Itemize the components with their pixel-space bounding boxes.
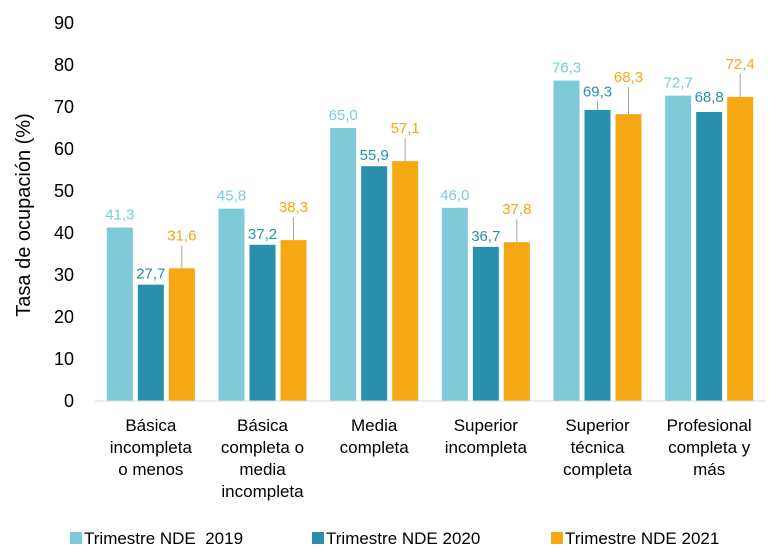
x-tick-label: Profesional (667, 416, 752, 435)
y-tick-label: 10 (54, 349, 74, 369)
y-axis-ticks: 0 10 20 30 40 50 60 70 80 90 (54, 13, 74, 411)
bar (584, 109, 611, 401)
y-tick-label: 20 (54, 307, 74, 327)
data-label: 38,3 (279, 199, 308, 216)
y-tick-label: 70 (54, 97, 74, 117)
data-label: 68,3 (614, 69, 643, 86)
y-tick-label: 50 (54, 181, 74, 201)
y-tick-label: 80 (54, 55, 74, 75)
bar (249, 244, 276, 401)
x-tick-label: Básica (125, 416, 177, 435)
data-label: 45,8 (217, 188, 246, 205)
x-tick-label: media (239, 460, 286, 479)
category-labels: Básica incompleta o menos Básica completa o m… (110, 416, 752, 501)
bar (503, 242, 530, 401)
data-label: 72,7 (664, 75, 693, 92)
y-tick-label: 40 (54, 223, 74, 243)
y-tick-label: 30 (54, 265, 74, 285)
x-tick-label: incompleta (445, 438, 528, 457)
bar (361, 166, 388, 401)
x-tick-label: completa (340, 438, 410, 457)
data-label: 72,4 (726, 56, 755, 73)
x-tick-label: incompleta (110, 438, 193, 457)
data-label: 36,7 (471, 228, 500, 245)
bar (615, 114, 642, 401)
y-tick-label: 0 (64, 391, 74, 411)
x-tick-label: completa o (221, 438, 304, 457)
x-tick-label: completa (563, 460, 633, 479)
bar (330, 128, 357, 401)
x-tick-label: Media (351, 416, 398, 435)
bar (137, 284, 164, 401)
data-label: 41,3 (105, 207, 134, 224)
data-label: 27,7 (136, 266, 165, 283)
bars: 41,3 45,8 65,0 46,0 76,3 72,7 27,7 37,2 55,9 36,7… (105, 56, 755, 402)
bar (280, 240, 307, 401)
bar (727, 96, 754, 402)
bar (168, 268, 195, 401)
data-label: 37,8 (502, 201, 531, 218)
bar (696, 112, 723, 401)
bar (553, 80, 580, 401)
legend-swatch (70, 532, 82, 544)
x-tick-label: Superior (454, 416, 519, 435)
y-axis-label: Tasa de ocupación (%) (13, 113, 35, 316)
legend: Trimestre NDE 2019 Trimestre NDE 2020 Trim… (70, 529, 719, 548)
legend-label: Trimestre NDE 2021 (565, 529, 719, 548)
data-label: 57,1 (391, 120, 420, 137)
data-label: 65,0 (329, 107, 358, 124)
data-label: 69,3 (583, 84, 612, 101)
legend-label: Trimestre NDE 2019 (84, 529, 243, 548)
bar (106, 227, 133, 401)
data-label: 68,8 (695, 89, 724, 106)
x-tick-label: o menos (118, 460, 183, 479)
x-tick-label: técnica (571, 438, 625, 457)
y-tick-label: 60 (54, 139, 74, 159)
legend-label: Trimestre NDE 2020 (326, 529, 480, 548)
bar (218, 208, 245, 401)
x-tick-label: más (693, 460, 725, 479)
data-label: 76,3 (552, 60, 581, 77)
bar (472, 246, 499, 401)
x-tick-label: incompleta (221, 482, 304, 501)
bar (665, 95, 692, 401)
legend-swatch (551, 532, 563, 544)
x-tick-label: completa y (668, 438, 751, 457)
data-label: 55,9 (360, 147, 389, 164)
bar (392, 161, 419, 401)
legend-swatch (312, 532, 324, 544)
x-tick-label: Superior (565, 416, 630, 435)
y-tick-label: 90 (54, 13, 74, 33)
bar (441, 207, 468, 401)
data-label: 46,0 (440, 187, 469, 204)
data-label: 31,6 (167, 227, 196, 244)
x-tick-label: Básica (237, 416, 289, 435)
data-label: 37,2 (248, 226, 277, 243)
